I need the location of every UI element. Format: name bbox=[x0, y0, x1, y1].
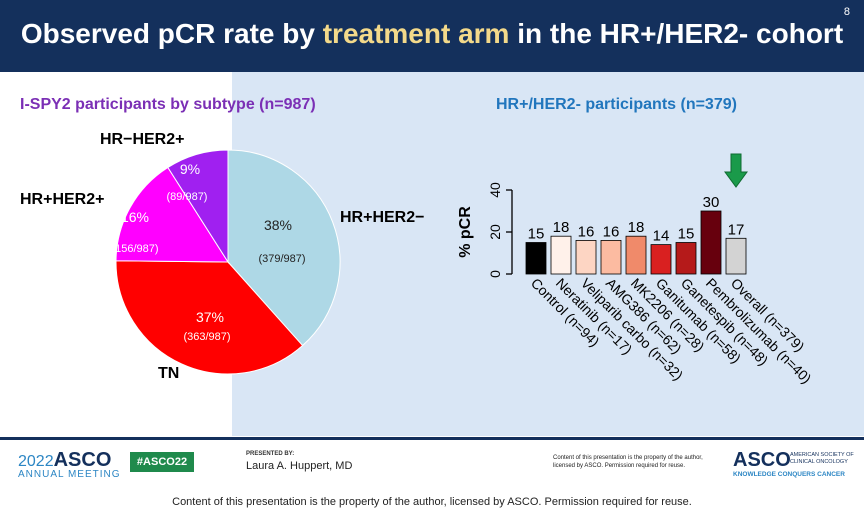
charts-canvas: 38% (379/987) HR+HER2− 37% (363/987) TN 16% (15… bbox=[20, 72, 864, 436]
bar-value-label: 16 bbox=[603, 223, 620, 240]
logo-subtitle: ANNUAL MEETING bbox=[18, 469, 121, 480]
y-tick-label: 0 bbox=[487, 270, 503, 278]
footer-fine-print: Content of this presentation is the prop… bbox=[553, 455, 703, 469]
zoom-panel-background bbox=[232, 72, 864, 436]
title-highlight: treatment arm bbox=[322, 18, 510, 49]
bar bbox=[650, 244, 672, 275]
pie-percent-label: 37% bbox=[196, 309, 224, 325]
bar-value-label: 14 bbox=[653, 228, 670, 245]
presented-by-label: PRESENTED BY: bbox=[246, 451, 295, 457]
title-part-1: Observed pCR rate by bbox=[20, 18, 323, 49]
bar bbox=[600, 239, 622, 275]
pie-slice bbox=[167, 149, 229, 264]
y-tick-label: 20 bbox=[487, 224, 503, 240]
bar-value-label: 18 bbox=[628, 219, 645, 236]
y-tick-label: 40 bbox=[487, 182, 503, 198]
y-axis-label: % pCR bbox=[457, 206, 474, 258]
presenter-name: Laura A. Huppert, MD bbox=[246, 460, 353, 472]
hashtag-badge: #ASCO22 bbox=[130, 452, 194, 472]
logo-year: 2022 bbox=[18, 453, 54, 470]
bar-value-label: 17 bbox=[728, 221, 745, 238]
bar-value-label: 18 bbox=[553, 219, 570, 236]
pie-percent-label: 16% bbox=[121, 209, 149, 225]
bar bbox=[575, 239, 597, 275]
pie-slice bbox=[115, 166, 229, 263]
logo-name: ASCO bbox=[53, 449, 112, 471]
bar bbox=[675, 242, 697, 275]
pie-count-label: (156/987) bbox=[111, 243, 158, 255]
title-bar bbox=[0, 0, 864, 72]
footer-divider bbox=[0, 437, 864, 440]
bar-value-label: 30 bbox=[703, 194, 720, 211]
highlight-arrow-icon bbox=[724, 153, 748, 188]
pie-percent-label: 9% bbox=[180, 161, 200, 177]
bar-chart-title: HR+/HER2- participants (n=379) bbox=[496, 96, 737, 113]
bar bbox=[525, 242, 547, 275]
bar bbox=[700, 210, 722, 275]
pie-category-label: HR+HER2− bbox=[340, 209, 424, 226]
pie-count-label: (89/987) bbox=[167, 191, 208, 203]
bottom-note: Content of this presentation is the prop… bbox=[172, 496, 692, 508]
bar bbox=[725, 237, 747, 275]
pie-category-label: HR+HER2+ bbox=[20, 191, 104, 208]
pie-slice bbox=[227, 149, 341, 347]
pie-percent-label: 38% bbox=[264, 217, 292, 233]
asco-tagline: KNOWLEDGE CONQUERS CANCER bbox=[733, 471, 845, 478]
bar bbox=[625, 235, 647, 275]
bar-value-label: 15 bbox=[528, 226, 545, 243]
pie-count-label: (379/987) bbox=[258, 253, 305, 265]
pie-slice bbox=[115, 260, 304, 375]
asco-logo: ASCO bbox=[733, 449, 791, 471]
pie-category-label: TN bbox=[158, 365, 179, 382]
slide-number: 8 bbox=[843, 6, 850, 18]
pie-chart: 38% (379/987) HR+HER2− 37% (363/987) TN 16% (15… bbox=[20, 131, 424, 382]
title-part-2: in the HR+/HER2- cohort bbox=[509, 18, 844, 49]
bar-value-label: 16 bbox=[578, 223, 595, 240]
pie-category-label: HR−HER2+ bbox=[100, 131, 184, 148]
meeting-logo: 2022ASCO bbox=[18, 449, 111, 472]
pie-chart-title: I-SPY2 participants by subtype (n=987) bbox=[20, 96, 316, 113]
slide-title: Observed pCR rate by treatment arm in th… bbox=[0, 18, 864, 50]
bar-value-label: 15 bbox=[678, 226, 695, 243]
pie-count-label: (363/987) bbox=[183, 331, 230, 343]
bar bbox=[550, 235, 572, 275]
asco-society-name: AMERICAN SOCIETY OF CLINICAL ONCOLOGY bbox=[790, 452, 854, 465]
